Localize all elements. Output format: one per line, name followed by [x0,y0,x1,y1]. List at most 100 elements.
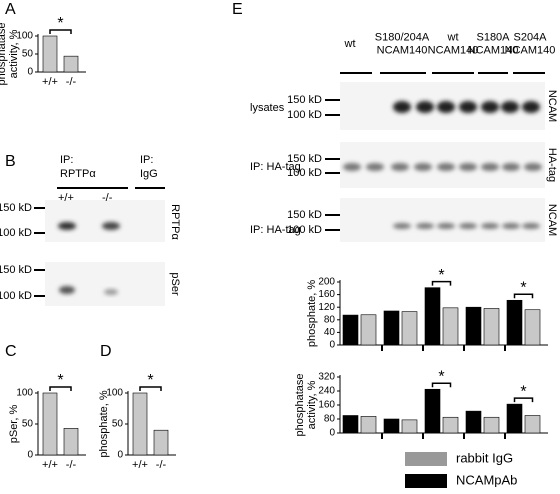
blot-row-label: RPTPα [169,204,181,240]
y-axis-label: phosphatase [294,374,306,437]
bar [342,314,359,346]
y-tick-label: 100 [106,388,123,399]
y-tick-label: 200 [318,277,335,288]
marker: 100 kD [0,227,32,239]
bar [524,309,541,346]
y-axis-label: pSer, % [8,405,20,444]
genotype: +/+ [58,192,74,204]
blot-row-target: HA-tag [546,148,558,182]
significance-star: * [520,383,526,400]
blot-row-target: NCAM [546,204,558,236]
marker: 150 kD [287,153,322,165]
column-header: S180A [476,31,510,43]
x-tick-label: +/+ [42,459,58,471]
bar [524,415,541,434]
y-tick-label: 50 [22,49,34,60]
significance-star: * [438,368,444,385]
bar [63,55,79,73]
bar [442,307,459,346]
x-tick-label: -/- [66,76,77,88]
bar [42,35,58,73]
bar [42,392,58,456]
column-header: S204A [513,31,547,43]
y-tick-label: 240 [318,386,335,397]
legend-label: rabbit IgG [456,450,513,465]
marker: 100 kD [287,109,322,121]
bar [401,419,418,434]
blot-row-label: IP: HA-tag [250,224,301,236]
y-axis-label: phosphatase [0,23,8,86]
y-tick-label: 50 [22,419,34,430]
y-tick-label: 0 [117,450,123,461]
bar [401,311,418,346]
y-tick-label: 40 [324,327,336,338]
significance-bracket [431,382,452,388]
bar [465,306,482,346]
bar [483,416,500,434]
bar [132,392,148,456]
column-header: NCAM140 [468,44,519,56]
y-axis-label: activity, % [8,29,20,78]
significance-star: * [57,15,63,32]
y-tick-label: 0 [329,340,335,351]
ip-header: IP: [60,154,73,166]
y-axis-label: phosphate, % [98,390,110,457]
bar [383,418,400,434]
ip-header: IP: [140,154,153,166]
y-tick-label: 0 [27,450,33,461]
y-tick-label: 80 [324,314,336,325]
blot-row-target: NCAM [546,90,558,122]
panel-letter: D [100,343,112,360]
y-tick-label: 50 [112,419,124,430]
significance-star: * [438,267,444,284]
marker: 150 kD [0,264,32,276]
blot-row-label: lysates [250,102,285,114]
bar [483,308,500,346]
marker: 100 kD [0,290,32,302]
significance-star: * [57,372,63,389]
marker: 150 kD [287,209,322,221]
legend-label: NCAMpAb [456,472,517,487]
significance-bracket [431,280,452,286]
bar [506,403,523,434]
ip-header: RPTPα [60,168,96,180]
blot-row-label: pSer [169,272,181,296]
panel-letter: A [5,1,16,18]
column-header: wt [344,38,356,50]
y-tick-label: 120 [318,302,335,313]
bar [424,388,441,434]
significance-bracket [139,386,162,391]
y-axis-label: activity, % [306,380,318,429]
significance-bracket [513,293,534,299]
column-header: NCAM140 [428,44,479,56]
x-tick-label: -/- [156,459,167,471]
blot-row-label: IP: HA-tag [250,161,301,173]
y-tick-label: 100 [16,31,33,42]
y-tick-label: 80 [324,414,336,425]
y-tick-label: 160 [318,400,335,411]
panel-letter: E [232,1,243,18]
significance-star: * [147,372,153,389]
column-header: S180/204A [375,31,430,43]
column-header: NCAM140 [377,44,428,56]
bar [342,415,359,434]
bar [63,428,79,456]
x-tick-label: +/+ [42,76,58,88]
significance-star: * [520,279,526,296]
x-tick-label: -/- [66,459,77,471]
x-tick-label: +/+ [132,459,148,471]
y-tick-label: 160 [318,289,335,300]
y-axis-label: phosphate, % [306,280,318,347]
bar [360,314,377,346]
bar [360,416,377,434]
bar [424,287,441,346]
y-tick-label: 320 [318,372,335,383]
genotype: -/- [102,192,113,204]
significance-bracket [49,29,72,34]
bar [442,416,459,434]
bar [506,299,523,346]
column-header: wt [447,31,459,43]
significance-bracket [513,397,534,403]
marker: 150 kD [287,94,322,106]
